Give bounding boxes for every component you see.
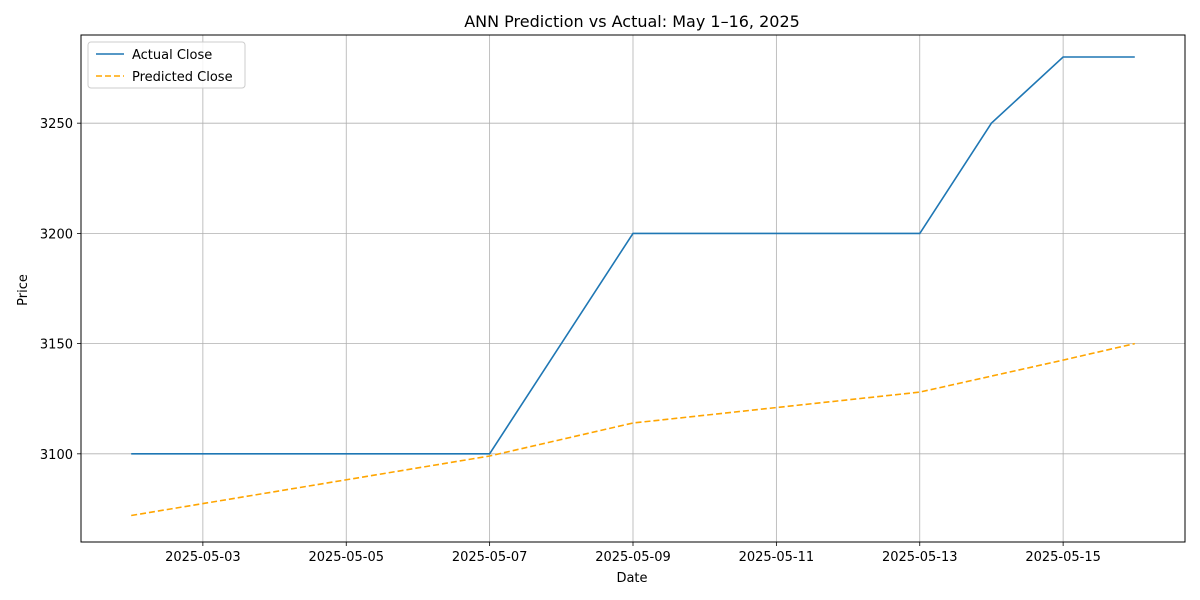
x-tick-label: 2025-05-05 (308, 550, 384, 565)
x-tick-label: 2025-05-09 (595, 550, 671, 565)
x-tick-label: 2025-05-03 (165, 550, 241, 565)
ticks: 2025-05-03 2025-05-05 2025-05-07 2025-05-09… (40, 117, 1101, 565)
legend-box (87, 41, 246, 89)
x-tick-label: 2025-05-11 (739, 550, 815, 565)
x-tick-label: 2025-05-15 (1025, 550, 1101, 565)
y-tick-label: 3100 (40, 448, 73, 463)
legend: Actual Close Predicted Close (87, 41, 246, 89)
y-axis-label: Price (16, 274, 31, 306)
series-lines (131, 56, 1135, 517)
chart-title: ANN Prediction vs Actual: May 1–16, 2025 (464, 12, 800, 31)
y-tick-label: 3200 (40, 227, 73, 242)
y-tick-label: 3250 (40, 117, 73, 132)
legend-label: Actual Close (132, 48, 212, 63)
x-tick-label: 2025-05-13 (882, 550, 958, 565)
series-line-actual-close (131, 56, 1135, 455)
legend-label: Predicted Close (132, 70, 233, 85)
x-axis-label: Date (616, 571, 647, 586)
y-tick-label: 3150 (40, 338, 73, 353)
series-line-predicted-close (131, 342, 1135, 517)
x-tick-label: 2025-05-07 (452, 550, 528, 565)
grid (81, 35, 1185, 542)
